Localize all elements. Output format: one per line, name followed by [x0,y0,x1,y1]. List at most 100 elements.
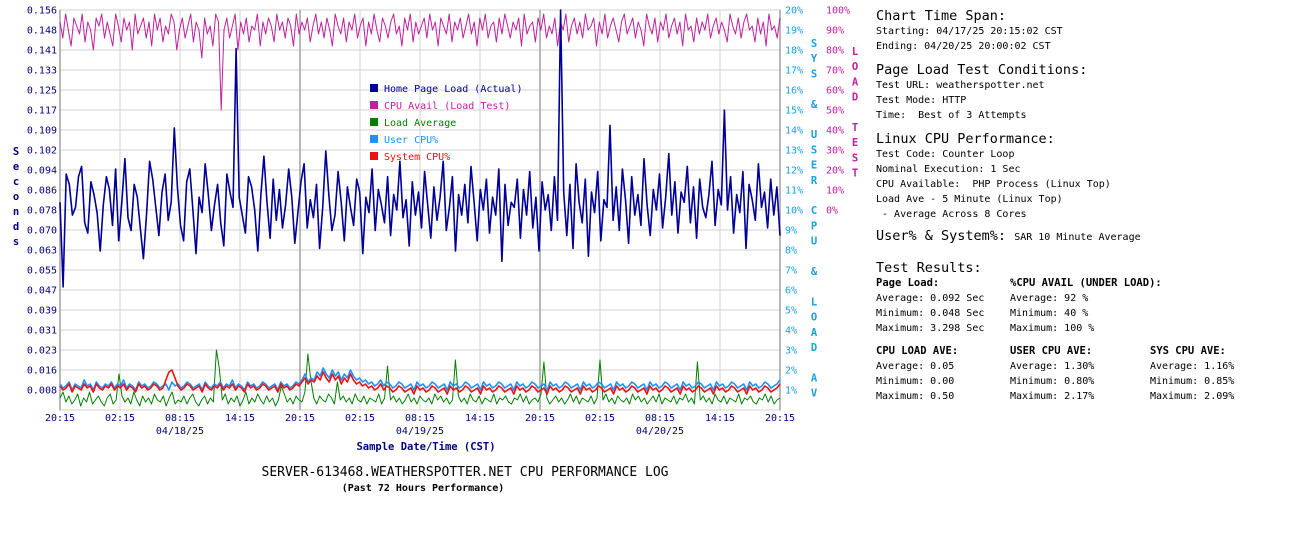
results-title: Test Results: [876,260,982,276]
date-label: 04/18/25 [156,426,204,437]
chart-title: SERVER-613468.WEATHERSPOTTER.NET CPU PER… [262,465,669,480]
y-left-tick-label: 0.039 [27,306,57,317]
load-ave: Load Ave - 5 Minute (Linux Top) [876,194,1063,205]
x-tick-label: 14:15 [225,413,255,424]
x-ticks: 20:15 02:15 08:15 14:15 20:15 02:15 08:15 14:15… [45,413,795,424]
y-left-tick-label: 0.094 [27,166,57,177]
cpu-avail-avg: Average: 92 % [1010,293,1089,304]
y-left-tick-label: 0.023 [27,346,57,357]
y-right1-tick-label: 20% [785,6,803,17]
page-load-min: Minimum: 0.048 Sec [876,308,985,319]
x-tick-label: 02:15 [345,413,375,424]
legend-label: Home Page Load (Actual) [384,84,522,95]
cpu-avail-max: Maximum: 100 % [1010,323,1095,334]
x-tick-label: 20:15 [765,413,795,424]
test-time: Time: Best of 3 Attempts [876,110,1027,121]
series-line-2 [59,349,781,407]
y-right1-tick-label: 13% [785,146,803,157]
series-layer [59,9,781,407]
y-right1-tick-label: 2% [785,366,797,377]
span-title: Chart Time Span: [876,8,1007,24]
y-left-tick-label: 0.156 [27,6,57,17]
legend-swatch [370,118,378,126]
y-right2-tick-label: 90% [826,26,844,37]
y-right2-tick-label: 0% [826,206,838,217]
y-left-tick-label: 0.086 [27,186,57,197]
y-right2-tick-label: 20% [826,166,844,177]
cores-note: - Average Across 8 Cores [876,209,1027,220]
legend: Home Page Load (Actual) CPU Avail (Load T… [370,84,522,163]
info-panel: Chart Time Span: Starting: 04/17/25 20:1… [876,8,1296,404]
grid-lines [59,9,781,411]
test-mode: Test Mode: HTTP [876,95,967,106]
page-load-heading: Page Load: [876,277,940,289]
user-cpu-min: Minimum: 0.80% [1010,376,1095,387]
y-right1-tick-label: 18% [785,46,803,57]
page-load-avg: Average: 0.092 Sec [876,293,985,304]
cpu-available: CPU Available: PHP Process (Linux Top) [876,179,1111,190]
y-right1-tick-label: 8% [785,246,797,257]
y-left-tick-label: 0.148 [27,26,57,37]
legend-label: Load Average [384,118,456,129]
y-right1-tick-label: 5% [785,306,797,317]
chart-subtitle: (Past 72 Hours Performance) [342,483,505,494]
y-right2-tick-label: 100% [826,6,850,17]
cpu-load-min: Minimum: 0.00 [876,376,955,387]
y-left-tick-label: 0.055 [27,266,57,277]
user-cpu-heading: USER CPU AVE: [1010,345,1093,357]
y-right2-tick-label: 50% [826,106,844,117]
x-tick-label: 20:15 [45,413,75,424]
usersys-row: User% & System%: SAR 10 Minute Average [876,228,1296,246]
y-right1-tick-label: 4% [785,326,797,337]
sys-cpu-heading: SYS CPU AVE: [1150,345,1226,357]
page-load-max: Maximum: 3.298 Sec [876,323,985,334]
y-left-ticks: 0.156 0.148 0.141 0.133 0.125 0.117 0.109 0.102… [27,6,57,397]
sys-cpu-max: Maximum: 2.09% [1150,391,1235,402]
span-end: Ending: 04/20/25 20:00:02 CST [876,41,1051,52]
y-left-tick-label: 0.047 [27,286,57,297]
legend-swatch [370,135,378,143]
legend-swatch [370,152,378,160]
x-tick-label: 02:15 [585,413,615,424]
nominal-exec: Nominal Execution: 1 Sec [876,164,1021,175]
x-tick-label: 08:15 [405,413,435,424]
y-right1-tick-label: 9% [785,226,797,237]
y-right1-tick-label: 15% [785,106,803,117]
y-left-tick-label: 0.102 [27,146,57,157]
x-tick-label: 20:15 [285,413,315,424]
y-right1-tick-label: 12% [785,166,803,177]
y-left-tick-label: 0.070 [27,226,57,237]
y-left-tick-label: 0.016 [27,366,57,377]
x-tick-label: 14:15 [465,413,495,424]
results-grid-bottom: CPU LOAD AVE: Average: 0.05 Minimum: 0.0… [876,344,1296,404]
y-left-tick-label: 0.125 [27,86,57,97]
cpu-load-max: Maximum: 0.50 [876,391,955,402]
y-left-tick-label: 0.133 [27,66,57,77]
y-left-tick-label: 0.078 [27,206,57,217]
legend-swatch [370,84,378,92]
conditions-title: Page Load Test Conditions: [876,62,1088,78]
y-right2-ticks: 100% 90% 80% 70% 60% 50% 40% 30% 20% 10% 0% [826,6,850,217]
y-right1-tick-label: 6% [785,286,797,297]
y-right1-tick-label: 17% [785,66,803,77]
y-right1-tick-label: 16% [785,86,803,97]
y-right1-tick-label: 3% [785,346,797,357]
y-left-tick-label: 0.117 [27,106,57,117]
y-right2-tick-label: 80% [826,46,844,57]
series-line-4 [59,369,781,395]
x-tick-label: 14:15 [705,413,735,424]
x-tick-label: 02:15 [105,413,135,424]
y-right2-tick-label: 70% [826,66,844,77]
y-left-tick-label: 0.109 [27,126,57,137]
y-right1-tick-label: 14% [785,126,803,137]
date-labels: 04/18/25 04/19/25 04/20/25 [156,426,684,437]
series-line-1 [59,13,781,111]
y-right2-tick-label: 30% [826,146,844,157]
y-left-tick-label: 0.008 [27,386,57,397]
y-right1-tick-label: 11% [785,186,803,197]
cpu-load-avg: Average: 0.05 [876,361,955,372]
